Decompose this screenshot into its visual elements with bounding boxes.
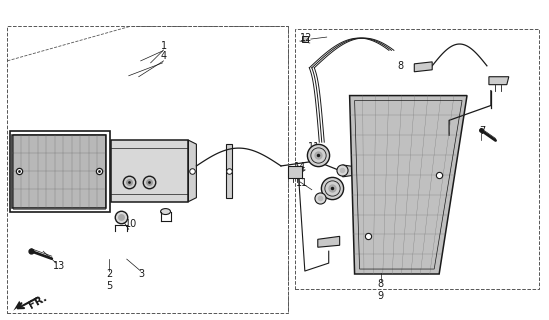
Text: 3: 3 — [139, 269, 145, 279]
Bar — [10, 131, 110, 212]
Text: 10: 10 — [125, 220, 137, 229]
Polygon shape — [489, 77, 509, 85]
Bar — [226, 144, 232, 198]
Text: 8: 8 — [378, 279, 384, 289]
Bar — [12, 135, 106, 208]
Text: 4: 4 — [160, 51, 167, 61]
Polygon shape — [318, 236, 340, 247]
Text: 12: 12 — [300, 33, 312, 43]
Polygon shape — [414, 62, 432, 72]
Polygon shape — [13, 301, 21, 311]
Bar — [7, 26, 288, 313]
Text: 2: 2 — [106, 269, 112, 279]
Polygon shape — [188, 140, 197, 202]
Text: FR.: FR. — [27, 292, 49, 311]
Bar — [288, 166, 302, 178]
Text: 13: 13 — [53, 261, 65, 271]
Text: 11: 11 — [296, 178, 308, 188]
Text: 9: 9 — [378, 291, 384, 301]
Text: 14: 14 — [294, 162, 306, 172]
Text: 11: 11 — [308, 142, 320, 152]
Text: 7: 7 — [479, 126, 485, 136]
Bar — [13, 134, 105, 209]
Polygon shape — [350, 96, 467, 274]
Text: 8: 8 — [397, 61, 404, 71]
Polygon shape — [343, 165, 357, 177]
Ellipse shape — [160, 209, 171, 214]
Text: 1: 1 — [160, 41, 167, 51]
Text: 5: 5 — [106, 281, 112, 291]
Bar — [111, 140, 188, 202]
Bar — [295, 29, 539, 289]
